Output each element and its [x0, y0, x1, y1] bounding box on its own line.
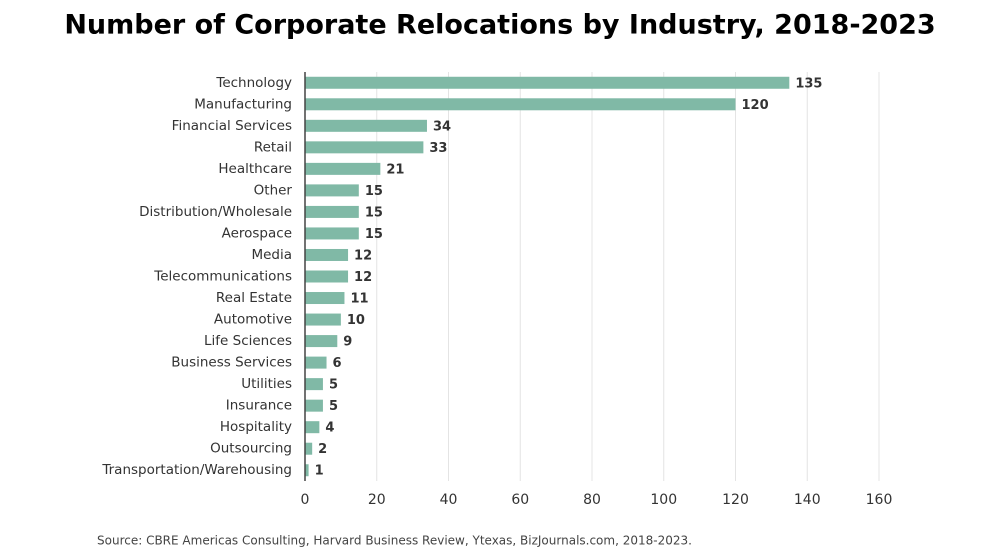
chart-title: Number of Corporate Relocations by Indus… [64, 10, 935, 41]
y-tick-label: Technology [215, 75, 292, 91]
y-tick-label: Manufacturing [194, 96, 292, 112]
bar [305, 421, 320, 434]
x-tick-label: 60 [511, 492, 529, 508]
y-tick-label: Life Sciences [204, 333, 292, 349]
bar [305, 335, 338, 348]
x-tick-label: 40 [440, 492, 458, 508]
x-tick-label: 100 [650, 492, 677, 508]
value-label: 5 [329, 399, 338, 414]
x-tick-label: 160 [866, 492, 893, 508]
value-label: 2 [318, 442, 327, 457]
y-tick-label: Real Estate [216, 290, 292, 306]
bar [305, 442, 313, 455]
value-label: 4 [325, 421, 334, 436]
source-note: Source: CBRE Americas Consulting, Harvar… [97, 534, 692, 548]
bar [305, 98, 736, 111]
value-label: 15 [365, 205, 383, 220]
bar [305, 292, 345, 305]
y-tick-label: Outsourcing [210, 441, 292, 457]
y-tick-label: Financial Services [172, 118, 292, 134]
y-tick-label: Transportation/Warehousing [101, 462, 292, 478]
bar [305, 162, 381, 175]
value-label: 12 [354, 270, 372, 285]
bar [305, 399, 323, 412]
value-label: 6 [333, 356, 342, 371]
x-tick-label: 140 [794, 492, 821, 508]
value-label: 1 [315, 464, 324, 479]
bar [305, 119, 427, 132]
bar [305, 270, 349, 283]
x-tick-label: 0 [301, 492, 310, 508]
x-tick-label: 120 [722, 492, 749, 508]
value-label: 10 [347, 313, 365, 328]
value-label: 135 [795, 76, 822, 91]
value-label: 5 [329, 378, 338, 393]
bar [305, 313, 341, 326]
y-tick-label: Distribution/Wholesale [139, 204, 292, 220]
bar [305, 464, 309, 477]
y-tick-label: Telecommunications [153, 269, 292, 285]
y-tick-label: Utilities [241, 376, 292, 392]
y-tick-label: Business Services [171, 355, 292, 371]
value-label: 15 [365, 184, 383, 199]
bar [305, 184, 359, 197]
y-tick-label: Other [254, 182, 293, 198]
bar [305, 248, 349, 261]
y-tick-label: Healthcare [218, 161, 292, 177]
bar [305, 227, 359, 240]
y-tick-label: Aerospace [222, 225, 292, 241]
x-tick-label: 20 [368, 492, 386, 508]
value-label: 120 [742, 98, 769, 113]
y-tick-label: Automotive [214, 312, 292, 328]
y-tick-label: Retail [254, 139, 292, 155]
value-label: 15 [365, 227, 383, 242]
bar [305, 76, 790, 89]
y-tick-label: Hospitality [220, 419, 292, 435]
y-tick-label: Insurance [226, 398, 292, 414]
x-tick-label: 80 [583, 492, 601, 508]
value-label: 12 [354, 248, 372, 263]
bar [305, 141, 424, 154]
bar [305, 205, 359, 218]
y-tick-label: Media [251, 247, 292, 263]
value-label: 9 [343, 335, 352, 350]
bar [305, 356, 327, 369]
value-label: 33 [429, 141, 447, 156]
value-label: 21 [386, 162, 404, 177]
value-label: 11 [350, 292, 368, 307]
bar [305, 378, 323, 391]
value-label: 34 [433, 119, 451, 134]
